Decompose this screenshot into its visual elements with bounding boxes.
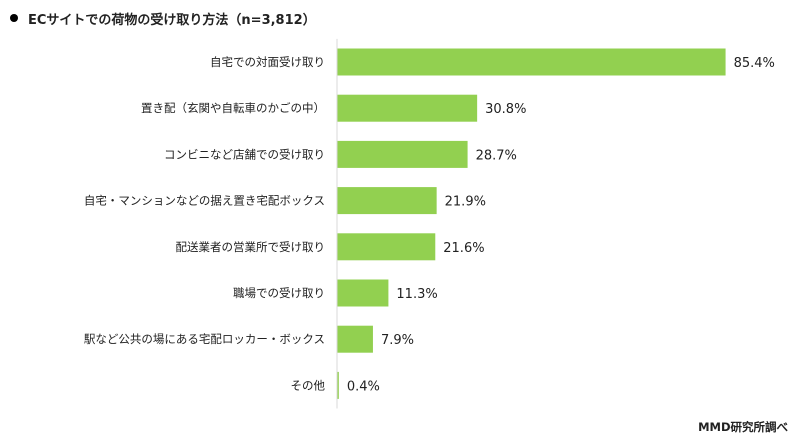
- category-label: 駅など公共の場にある宅配ロッカー・ボックス: [84, 332, 325, 346]
- bar: [337, 233, 436, 261]
- value-label: 21.9%: [445, 195, 486, 210]
- bar: [337, 187, 437, 215]
- title-bullet-icon: [10, 14, 18, 22]
- value-label: 28.7%: [476, 148, 517, 163]
- bar: [337, 279, 389, 307]
- value-label: 21.6%: [443, 241, 484, 256]
- value-label: 7.9%: [381, 333, 414, 348]
- bar: [337, 94, 478, 122]
- source-credit: MMD研究所調べ: [698, 420, 788, 434]
- category-label: 置き配（玄関や自転車のかごの中）: [141, 101, 325, 115]
- category-label: 自宅での対面受け取り: [210, 55, 325, 69]
- category-label: 配送業者の営業所で受け取り: [176, 240, 326, 254]
- category-label: 自宅・マンションなどの据え置き宅配ボックス: [84, 194, 325, 208]
- value-label: 11.3%: [396, 287, 437, 302]
- category-label: その他: [291, 378, 326, 392]
- category-label: 職場での受け取り: [233, 286, 325, 300]
- chart-title-row: ECサイトでの荷物の受け取り方法（n=3,812）: [10, 8, 316, 28]
- value-label: 30.8%: [485, 102, 526, 117]
- chart-title: ECサイトでの荷物の受け取り方法（n=3,812）: [28, 12, 316, 28]
- value-label: 0.4%: [347, 379, 380, 394]
- bar: [337, 325, 373, 353]
- value-label: 85.4%: [734, 56, 775, 71]
- bar: [337, 140, 468, 168]
- bar: [337, 371, 339, 399]
- category-label: コンビニなど店舗での受け取り: [164, 147, 325, 161]
- bar: [337, 48, 726, 76]
